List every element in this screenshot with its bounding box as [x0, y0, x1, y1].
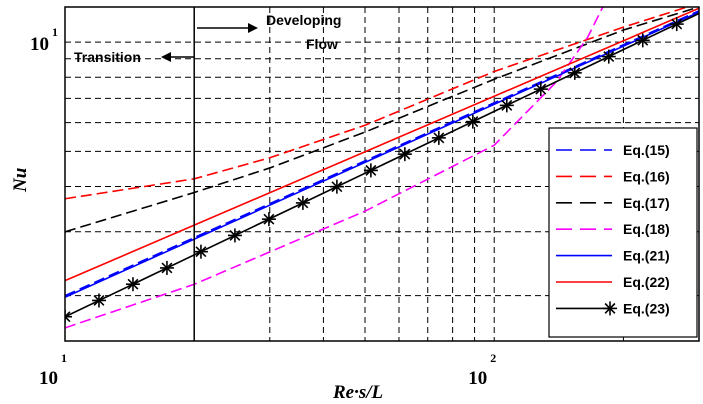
y-tick-label: 10 — [30, 34, 49, 55]
legend-label: Eq.(16) — [623, 168, 670, 184]
series-marker — [601, 49, 616, 64]
developing-flow-label-line1: Developing — [266, 12, 341, 28]
series-markers-7 — [65, 17, 684, 324]
legend-item: Eq.(22) — [556, 274, 670, 290]
legend-item: Eq.(16) — [556, 168, 670, 184]
series-marker — [261, 212, 276, 227]
series-line-6 — [65, 7, 699, 282]
series-marker — [635, 33, 650, 48]
series-marker — [159, 260, 174, 275]
legend-item: Eq.(15) — [556, 142, 670, 158]
series-marker — [227, 228, 242, 243]
y-axis-label: Nu — [10, 168, 31, 193]
series-line-7 — [65, 12, 699, 318]
legend-label: Eq.(23) — [623, 300, 670, 316]
y-tick-labels: 101 — [30, 25, 58, 55]
legend-item: Eq.(23) — [556, 300, 670, 316]
series-marker — [499, 98, 514, 113]
series-marker — [91, 293, 106, 308]
legend-label: Eq.(22) — [623, 274, 670, 290]
series-marker — [125, 277, 140, 292]
series-line-1 — [65, 10, 699, 297]
series-marker — [397, 147, 412, 162]
series-marker — [329, 179, 344, 194]
legend: Eq.(15) Eq.(16) Eq.(17) Eq.(18) Eq.(21) Eq.(2… — [548, 127, 698, 338]
x-tick-label: 10 — [39, 368, 58, 389]
x-axis-label: Re·s/L — [332, 382, 383, 403]
legend-box — [548, 127, 698, 338]
legend-label: Eq.(21) — [623, 248, 670, 264]
series-marker — [567, 65, 582, 80]
series-marker — [193, 244, 208, 259]
series-marker — [431, 130, 446, 145]
x-tick-label: 10 — [468, 368, 487, 389]
developing-arrow — [197, 23, 258, 33]
series-line-5 — [65, 11, 699, 298]
legend-item: Eq.(18) — [556, 221, 670, 237]
legend-item: Eq.(21) — [556, 248, 670, 264]
legend-label: Eq.(17) — [623, 195, 670, 211]
series-marker — [295, 195, 310, 210]
legend-label: Eq.(15) — [623, 142, 670, 158]
transition-label: Transition — [74, 49, 141, 65]
series-marker — [65, 309, 72, 324]
y-tick-exponent: 1 — [52, 25, 58, 39]
legend-label: Eq.(18) — [623, 221, 670, 237]
x-tick-exponent: 1 — [61, 351, 67, 365]
x-tick-exponent: 2 — [490, 351, 496, 365]
transition-arrow — [161, 52, 194, 62]
legend-item: Eq.(17) — [556, 195, 670, 211]
series-marker — [465, 114, 480, 129]
developing-flow-label-line2: Flow — [306, 36, 338, 52]
legend-items: Eq.(15) Eq.(16) Eq.(17) Eq.(18) Eq.(21) Eq.(2… — [556, 142, 670, 316]
series-marker — [363, 163, 378, 178]
series-line-4 — [65, 7, 604, 329]
series-marker — [533, 82, 548, 97]
plot-frame — [64, 6, 700, 342]
series-marker — [669, 17, 684, 32]
